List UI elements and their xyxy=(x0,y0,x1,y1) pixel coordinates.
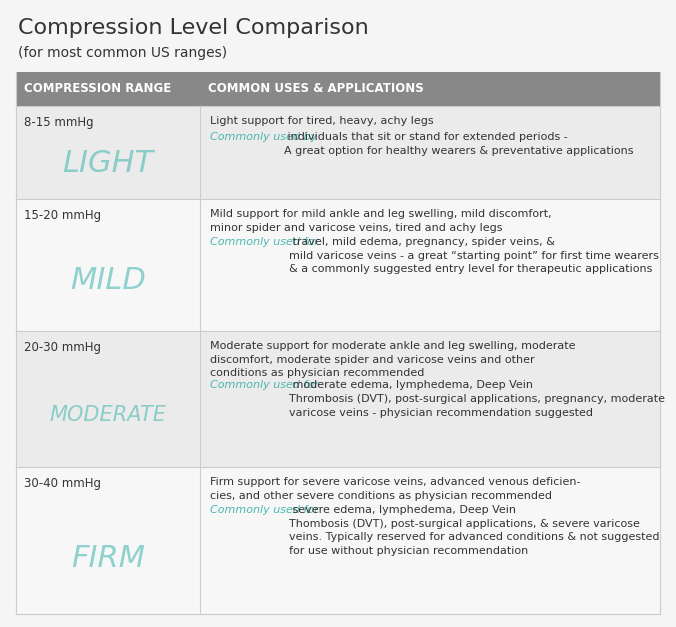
Text: MODERATE: MODERATE xyxy=(49,405,166,425)
Text: individuals that sit or stand for extended periods -
A great option for healthy : individuals that sit or stand for extend… xyxy=(285,132,634,156)
Text: Compression Level Comparison: Compression Level Comparison xyxy=(18,18,368,38)
Text: LIGHT: LIGHT xyxy=(62,149,153,178)
Text: Commonly used for: Commonly used for xyxy=(210,381,319,391)
Text: Commonly used for: Commonly used for xyxy=(210,237,319,247)
Bar xyxy=(16,467,660,614)
Text: MILD: MILD xyxy=(70,266,146,295)
Bar xyxy=(16,106,660,199)
Text: 20-30 mmHg: 20-30 mmHg xyxy=(24,341,101,354)
Text: travel, mild edema, pregnancy, spider veins, &
mild varicose veins - a great “st: travel, mild edema, pregnancy, spider ve… xyxy=(289,237,659,274)
Text: Moderate support for moderate ankle and leg swelling, moderate
discomfort, moder: Moderate support for moderate ankle and … xyxy=(210,341,575,378)
Bar xyxy=(16,199,660,331)
Bar xyxy=(16,331,660,467)
Text: (for most common US ranges): (for most common US ranges) xyxy=(18,46,227,60)
Text: Light support for tired, heavy, achy legs: Light support for tired, heavy, achy leg… xyxy=(210,116,433,126)
Text: severe edema, lymphedema, Deep Vein
Thombosis (DVT), post-surgical applications,: severe edema, lymphedema, Deep Vein Thom… xyxy=(289,505,660,556)
Text: 30-40 mmHg: 30-40 mmHg xyxy=(24,477,101,490)
Text: Commonly used by: Commonly used by xyxy=(210,132,317,142)
Text: COMMON USES & APPLICATIONS: COMMON USES & APPLICATIONS xyxy=(208,83,424,95)
Text: Firm support for severe varicose veins, advanced venous deficien-
cies, and othe: Firm support for severe varicose veins, … xyxy=(210,477,581,500)
Text: 15-20 mmHg: 15-20 mmHg xyxy=(24,209,101,222)
Text: COMPRESSION RANGE: COMPRESSION RANGE xyxy=(24,83,171,95)
Text: Mild support for mild ankle and leg swelling, mild discomfort,
minor spider and : Mild support for mild ankle and leg swel… xyxy=(210,209,552,233)
Text: Commonly used for: Commonly used for xyxy=(210,505,319,515)
Bar xyxy=(16,72,660,106)
Text: FIRM: FIRM xyxy=(71,544,145,572)
Text: 8-15 mmHg: 8-15 mmHg xyxy=(24,116,93,129)
Text: moderate edema, lymphedema, Deep Vein
Thrombosis (DVT), post-surgical applicatio: moderate edema, lymphedema, Deep Vein Th… xyxy=(289,381,665,418)
